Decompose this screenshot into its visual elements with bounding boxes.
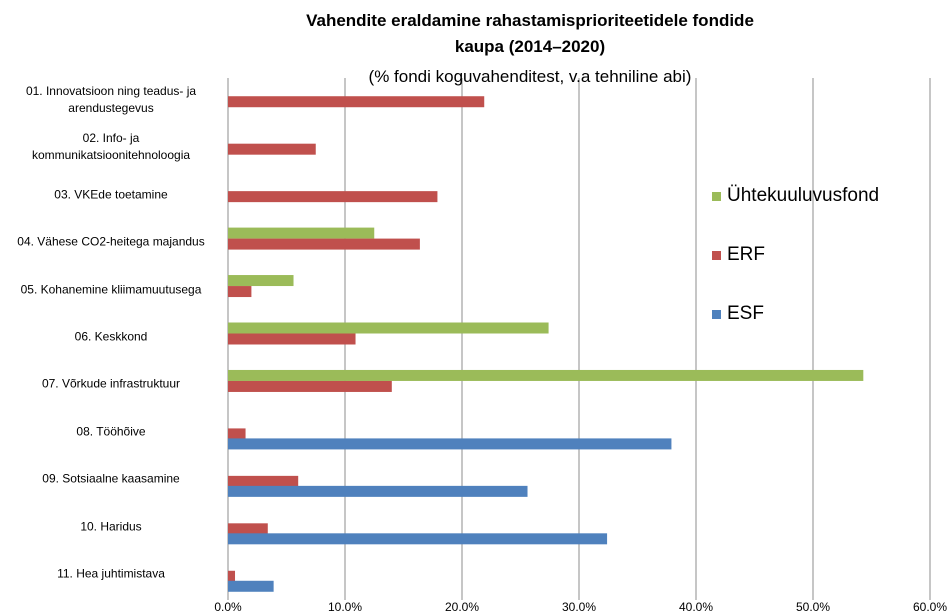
- y-tick-label: 10. Haridus: [80, 519, 142, 534]
- bar: [228, 333, 356, 345]
- bar: [228, 570, 236, 582]
- bar: [228, 485, 528, 497]
- bar: [228, 227, 375, 239]
- y-tick-label: 08. Tööhõive: [76, 424, 146, 439]
- y-tick-label: 06. Keskkond: [74, 329, 148, 344]
- bar: [228, 286, 252, 298]
- bar: [228, 428, 246, 440]
- legend-swatch: [712, 192, 721, 201]
- y-tick-label: 09. Sotsiaalne kaasamine: [42, 471, 180, 486]
- legend-swatch: [712, 251, 721, 260]
- y-tick-label: 04. Vähese CO2-heitega majandus: [17, 234, 205, 249]
- chart-subtitle: (% fondi koguvahenditest, v.a tehniline …: [368, 67, 692, 86]
- bar: [228, 143, 316, 155]
- y-tick-label: 05. Kohanemine kliimamuutusega: [20, 282, 202, 297]
- chart-title: Vahendite eraldamine rahastamisprioritee…: [306, 11, 754, 56]
- y-tick-label: 07. Võrkude infrastruktuur: [41, 376, 181, 391]
- x-tick-label: 0.0%: [214, 600, 242, 614]
- x-tick-label: 20.0%: [445, 600, 479, 614]
- bar: [228, 438, 672, 450]
- bar: [228, 238, 420, 250]
- bar: [228, 191, 438, 203]
- legend-swatch: [712, 310, 721, 319]
- y-tick-label: 02. Info- ja kommunikatsioonitehnoloogia: [31, 131, 191, 163]
- y-tick-label: 01. Innovatsioon ning teadus- ja arendus…: [25, 83, 197, 115]
- x-tick-label: 10.0%: [328, 600, 362, 614]
- bar: [228, 322, 549, 334]
- bar: [228, 523, 268, 535]
- bar: [228, 475, 299, 487]
- bar: [228, 533, 608, 545]
- bar: [228, 580, 274, 592]
- bar: [228, 96, 485, 108]
- bar: [228, 369, 864, 381]
- y-tick-label: 03. VKEde toetamine: [54, 187, 168, 202]
- x-tick-label: 30.0%: [562, 600, 596, 614]
- legend-label: Ühtekuuluvusfond: [727, 185, 880, 206]
- x-tick-label: 60.0%: [913, 600, 947, 614]
- bar: [228, 275, 294, 287]
- x-tick-label: 50.0%: [796, 600, 830, 614]
- y-tick-label: 11. Hea juhtimistava: [57, 566, 165, 581]
- legend-label: ESF: [727, 303, 764, 324]
- legend-label: ERF: [727, 244, 765, 265]
- x-tick-label: 40.0%: [679, 600, 713, 614]
- bar: [228, 380, 392, 392]
